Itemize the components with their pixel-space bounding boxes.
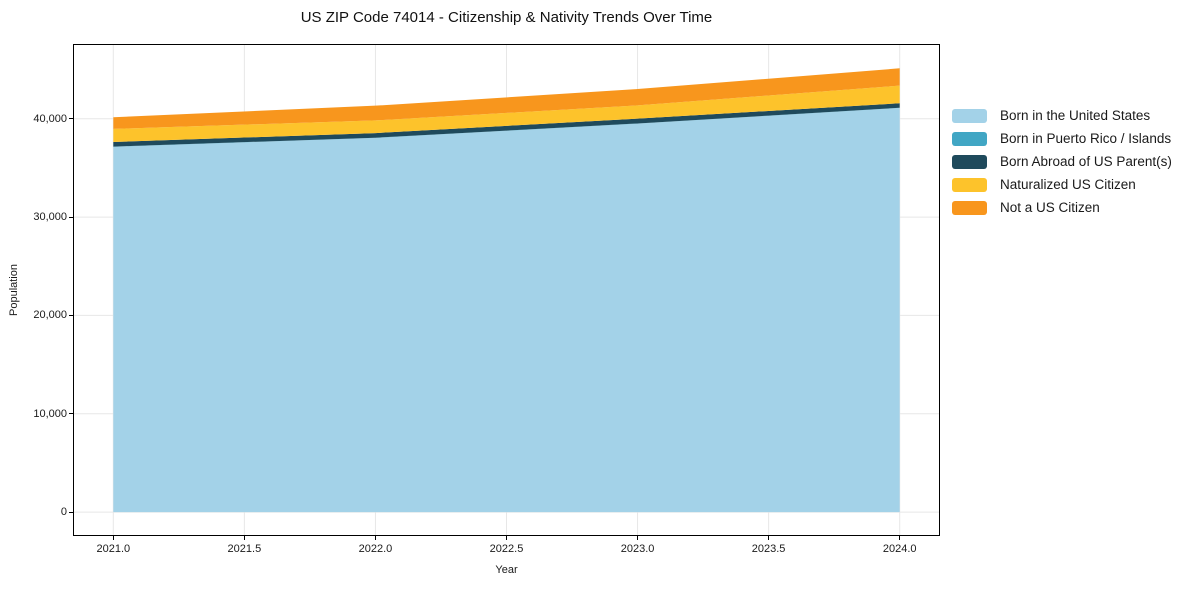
legend-label: Not a US Citizen bbox=[1000, 200, 1100, 215]
legend-swatch-born-abroad bbox=[952, 154, 987, 169]
x-tick-mark bbox=[899, 536, 901, 540]
y-tick-mark bbox=[69, 413, 73, 415]
x-tick-mark bbox=[637, 536, 639, 540]
chart-title: US ZIP Code 74014 - Citizenship & Nativi… bbox=[300, 9, 713, 26]
stacked-area-chart bbox=[74, 45, 939, 535]
y-tick-mark bbox=[69, 118, 73, 120]
x-tick-label: 2021.0 bbox=[96, 543, 131, 555]
legend-label: Born in Puerto Rico / Islands bbox=[1000, 131, 1172, 146]
y-tick-label: 30,000 bbox=[33, 211, 67, 224]
area-series bbox=[113, 107, 900, 513]
area-series bbox=[113, 68, 900, 129]
x-tick-label: 2022.0 bbox=[358, 543, 393, 555]
legend-swatch-born-in-us bbox=[952, 108, 987, 123]
legend-label: Naturalized US Citizen bbox=[1000, 177, 1136, 192]
legend-item: Born in Puerto Rico / Islands bbox=[952, 127, 1172, 150]
x-tick-label: 2023.0 bbox=[620, 543, 655, 555]
legend-item: Born Abroad of US Parent(s) bbox=[952, 150, 1172, 173]
x-tick-mark bbox=[768, 536, 770, 540]
x-tick-mark bbox=[243, 536, 245, 540]
x-tick-label: 2021.5 bbox=[227, 543, 262, 555]
legend-swatch-naturalized bbox=[952, 177, 987, 192]
legend-item: Not a US Citizen bbox=[952, 196, 1172, 219]
y-tick-label: 40,000 bbox=[33, 112, 67, 125]
y-tick-mark bbox=[69, 216, 73, 218]
legend-label: Born Abroad of US Parent(s) bbox=[1000, 154, 1172, 169]
x-tick-label: 2024.0 bbox=[882, 543, 917, 555]
x-tick-mark bbox=[506, 536, 507, 540]
area-series bbox=[113, 85, 900, 142]
x-tick-label: 2023.5 bbox=[751, 543, 786, 555]
legend: Born in the United States Born in Puerto… bbox=[952, 104, 1172, 219]
legend-swatch-not-citizen bbox=[952, 200, 987, 215]
plot-area bbox=[73, 44, 940, 536]
x-tick-mark bbox=[112, 536, 114, 540]
area-series bbox=[113, 103, 900, 147]
legend-item: Naturalized US Citizen bbox=[952, 173, 1172, 196]
x-tick-mark bbox=[374, 536, 376, 540]
legend-label: Born in the United States bbox=[1000, 108, 1151, 123]
legend-item: Born in the United States bbox=[952, 104, 1172, 127]
y-tick-label: 10,000 bbox=[33, 407, 67, 420]
x-tick-label: 2022.5 bbox=[489, 543, 524, 555]
legend-swatch-puerto-rico bbox=[952, 131, 987, 146]
y-tick-label: 20,000 bbox=[33, 309, 67, 322]
y-tick-label: 0 bbox=[60, 506, 67, 519]
x-axis-label: Year bbox=[495, 564, 518, 576]
y-tick-mark bbox=[69, 314, 73, 316]
y-tick-mark bbox=[69, 511, 73, 513]
